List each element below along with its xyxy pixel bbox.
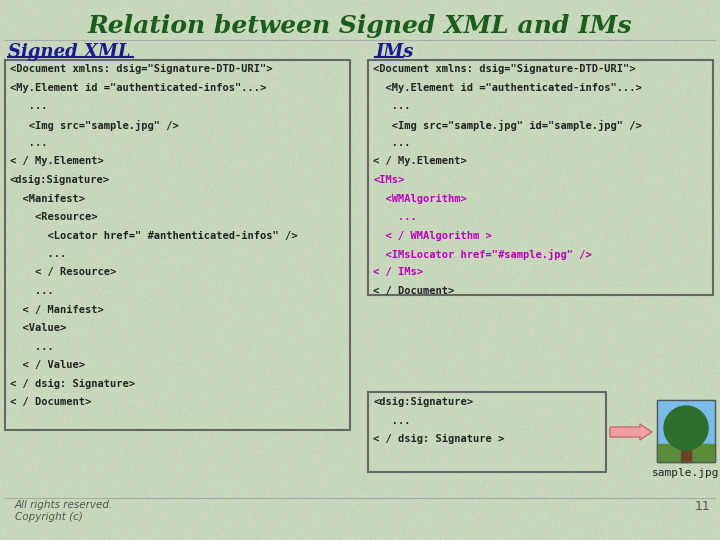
Text: <dsig:Signature>: <dsig:Signature> <box>373 397 473 407</box>
Text: <Document xmlns: dsig="Signature-DTD-URI">: <Document xmlns: dsig="Signature-DTD-URI… <box>10 64 272 74</box>
Text: ...: ... <box>373 415 410 426</box>
Text: < / dsig: Signature>: < / dsig: Signature> <box>10 379 135 389</box>
Text: <Document xmlns: dsig="Signature-DTD-URI">: <Document xmlns: dsig="Signature-DTD-URI… <box>373 64 636 74</box>
Text: < / dsig: Signature >: < / dsig: Signature > <box>373 434 504 444</box>
Text: ...: ... <box>373 138 410 148</box>
Text: ...: ... <box>10 249 66 259</box>
Text: < / IMs>: < / IMs> <box>373 267 423 278</box>
Text: <dsig:Signature>: <dsig:Signature> <box>10 175 110 185</box>
Text: Signed XML: Signed XML <box>8 43 130 61</box>
Text: ...: ... <box>10 101 48 111</box>
Text: <Img src="sample.jpg" id="sample.jpg" />: <Img src="sample.jpg" id="sample.jpg" /> <box>373 119 642 131</box>
Bar <box>657 444 715 462</box>
Text: <Value>: <Value> <box>10 323 66 333</box>
Text: < / My.Element>: < / My.Element> <box>10 157 104 166</box>
Text: < / Value>: < / Value> <box>10 360 85 370</box>
Text: <Manifest>: <Manifest> <box>10 193 85 204</box>
Bar <box>657 400 715 462</box>
Text: ...: ... <box>10 341 54 352</box>
Text: ...: ... <box>10 138 48 148</box>
Text: < / Document>: < / Document> <box>10 397 91 407</box>
Text: <WMAlgorithm>: <WMAlgorithm> <box>373 193 467 204</box>
Text: <IMs>: <IMs> <box>373 175 404 185</box>
Text: 11: 11 <box>694 500 710 513</box>
Text: <My.Element id ="authenticated-infos"...>: <My.Element id ="authenticated-infos"...… <box>10 83 266 92</box>
Text: < / My.Element>: < / My.Element> <box>373 157 467 166</box>
Bar <box>681 440 691 462</box>
Text: sample.jpg: sample.jpg <box>652 468 720 478</box>
Text: < / WMAlgorithm >: < / WMAlgorithm > <box>373 231 492 240</box>
Text: ...: ... <box>373 212 417 222</box>
Text: IMs: IMs <box>375 43 413 61</box>
Text: < / Resource>: < / Resource> <box>10 267 116 278</box>
Text: All rights reserved.
Copyright (c): All rights reserved. Copyright (c) <box>15 500 113 522</box>
Text: <My.Element id ="authenticated-infos"...>: <My.Element id ="authenticated-infos"...… <box>373 83 642 92</box>
Text: <Img src="sample.jpg" />: <Img src="sample.jpg" /> <box>10 119 179 131</box>
Text: ...: ... <box>10 286 54 296</box>
Text: Relation between Signed XML and IMs: Relation between Signed XML and IMs <box>88 14 632 38</box>
Text: ...: ... <box>373 101 410 111</box>
Text: < / Manifest>: < / Manifest> <box>10 305 104 314</box>
Text: <IMsLocator href="#sample.jpg" />: <IMsLocator href="#sample.jpg" /> <box>373 249 592 260</box>
Text: <Resource>: <Resource> <box>10 212 97 222</box>
FancyArrow shape <box>610 424 652 440</box>
Text: < / Document>: < / Document> <box>373 286 454 296</box>
Circle shape <box>664 406 708 450</box>
Text: <Locator href=" #anthenticated-infos" />: <Locator href=" #anthenticated-infos" /> <box>10 231 297 240</box>
